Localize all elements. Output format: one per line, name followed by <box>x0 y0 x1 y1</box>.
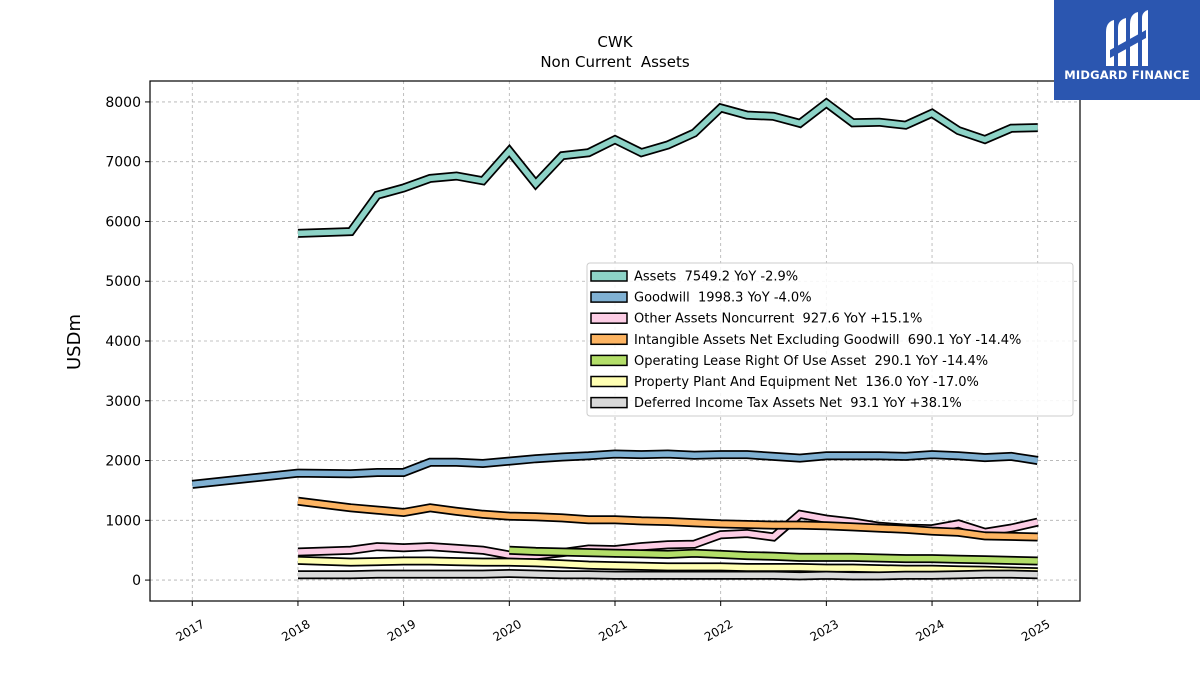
x-tick-label: 2022 <box>702 617 735 644</box>
series-line <box>297 498 1038 540</box>
y-tick-label: 0 <box>132 573 141 589</box>
brand-logo: MIDGARD FINANCE <box>1054 0 1200 100</box>
x-tick-label: 2024 <box>913 617 946 644</box>
y-axis-label: USDm <box>64 314 85 370</box>
legend-entry: Property Plant And Equipment Net 136.0 Y… <box>634 375 979 390</box>
series-line <box>297 557 1038 575</box>
legend-entry: Assets 7549.2 YoY -2.9% <box>634 270 798 285</box>
y-tick-label: 6000 <box>105 214 141 230</box>
legend-entry: Operating Lease Right Of Use Asset 290.1… <box>634 354 988 369</box>
legend-entry: Deferred Income Tax Assets Net 93.1 YoY … <box>634 396 962 411</box>
series-line <box>192 451 1039 488</box>
y-tick-label: 1000 <box>105 513 141 529</box>
legend-entry: Other Assets Noncurrent 927.6 YoY +15.1% <box>634 312 922 327</box>
y-tick-label: 5000 <box>105 274 141 290</box>
brand-mark-icon <box>1106 10 1148 66</box>
series-line <box>298 570 1038 579</box>
y-tick-label: 7000 <box>105 155 141 171</box>
brand-name: MIDGARD FINANCE <box>1064 68 1190 82</box>
legend-swatch <box>590 291 628 303</box>
legend-entry: Goodwill 1998.3 YoY -4.0% <box>634 291 812 306</box>
legend-swatch <box>590 270 628 282</box>
chart-subtitle: Non Current Assets <box>540 53 690 71</box>
legend-swatch <box>590 375 628 388</box>
legend-box <box>586 262 1074 417</box>
series-line-outline <box>297 97 1038 238</box>
x-tick-label: 2020 <box>491 617 524 644</box>
x-tick-label: 2021 <box>596 617 629 644</box>
x-tick-label: 2019 <box>385 617 418 644</box>
x-tick-label: 2023 <box>808 617 841 644</box>
y-tick-label: 3000 <box>105 394 141 410</box>
x-tick-label: 2018 <box>279 617 312 644</box>
legend-swatch <box>590 333 628 346</box>
series-line <box>297 99 1038 237</box>
legend-swatch <box>590 354 628 367</box>
legend-entry: Intangible Assets Net Excluding Goodwill… <box>634 333 1021 348</box>
series-line <box>509 547 1038 564</box>
x-tick-label: 2017 <box>174 617 207 644</box>
chart-title: CWK <box>597 33 633 51</box>
legend-swatch <box>590 312 628 324</box>
y-tick-label: 4000 <box>105 334 141 350</box>
x-tick-label: 2025 <box>1019 617 1052 644</box>
y-tick-label: 8000 <box>105 95 141 111</box>
y-tick-label: 2000 <box>105 454 141 470</box>
legend-swatch <box>590 396 628 409</box>
